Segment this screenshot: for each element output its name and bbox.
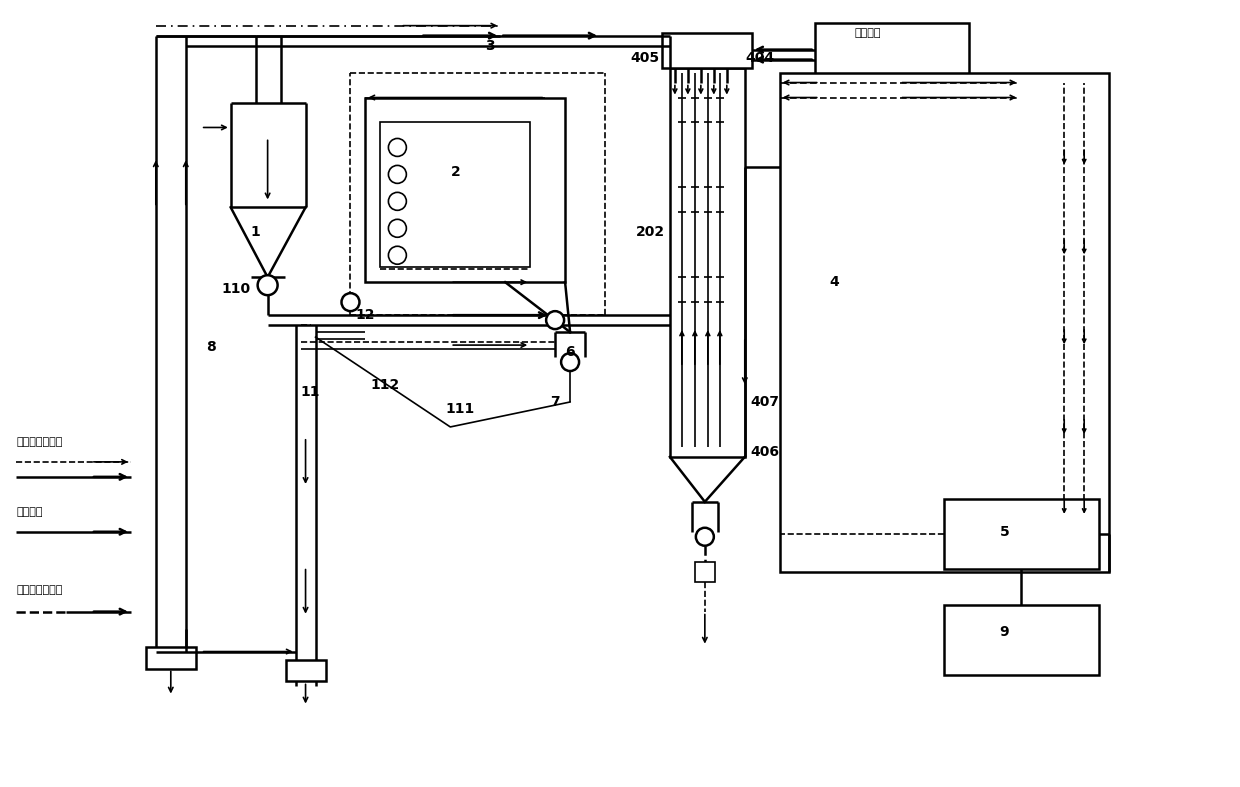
Text: 6: 6 xyxy=(565,345,575,359)
Text: 4: 4 xyxy=(830,275,839,289)
Text: 1: 1 xyxy=(250,225,260,239)
Text: 2: 2 xyxy=(450,165,460,179)
Text: 物料走向: 物料走向 xyxy=(16,507,42,517)
Circle shape xyxy=(258,275,278,295)
Text: 含碳料气流走向: 含碳料气流走向 xyxy=(16,437,62,447)
Text: 111: 111 xyxy=(445,402,475,416)
Text: 12: 12 xyxy=(356,309,376,322)
Circle shape xyxy=(696,528,714,545)
Bar xyxy=(670,68,745,457)
Circle shape xyxy=(388,246,407,264)
Circle shape xyxy=(388,192,407,210)
Text: 5: 5 xyxy=(999,525,1009,539)
Bar xyxy=(662,32,751,68)
Circle shape xyxy=(546,311,564,329)
Text: 11: 11 xyxy=(301,385,320,399)
Text: 404: 404 xyxy=(745,50,774,65)
Circle shape xyxy=(388,220,407,237)
Text: 9: 9 xyxy=(999,625,1009,638)
Text: 407: 407 xyxy=(750,395,779,409)
Text: 压缩空气: 压缩空气 xyxy=(854,28,882,38)
Circle shape xyxy=(562,353,579,371)
Text: 7: 7 xyxy=(551,395,560,409)
Bar xyxy=(381,123,531,268)
Text: 405: 405 xyxy=(630,50,660,65)
Bar xyxy=(945,604,1099,674)
Text: 含碳尘气流走向: 含碳尘气流走向 xyxy=(16,585,62,595)
Text: 112: 112 xyxy=(371,378,401,392)
Bar xyxy=(694,562,714,582)
Text: 406: 406 xyxy=(750,445,779,459)
Bar xyxy=(780,72,1109,571)
Bar xyxy=(146,647,196,668)
Bar xyxy=(815,23,970,78)
Circle shape xyxy=(341,294,360,311)
Text: 3: 3 xyxy=(485,39,495,53)
Bar xyxy=(945,499,1099,569)
Text: 8: 8 xyxy=(206,340,216,354)
Circle shape xyxy=(388,165,407,183)
Bar xyxy=(285,660,326,682)
Circle shape xyxy=(388,139,407,157)
Text: 202: 202 xyxy=(635,225,665,239)
Bar xyxy=(366,98,565,283)
Text: 110: 110 xyxy=(221,283,250,296)
